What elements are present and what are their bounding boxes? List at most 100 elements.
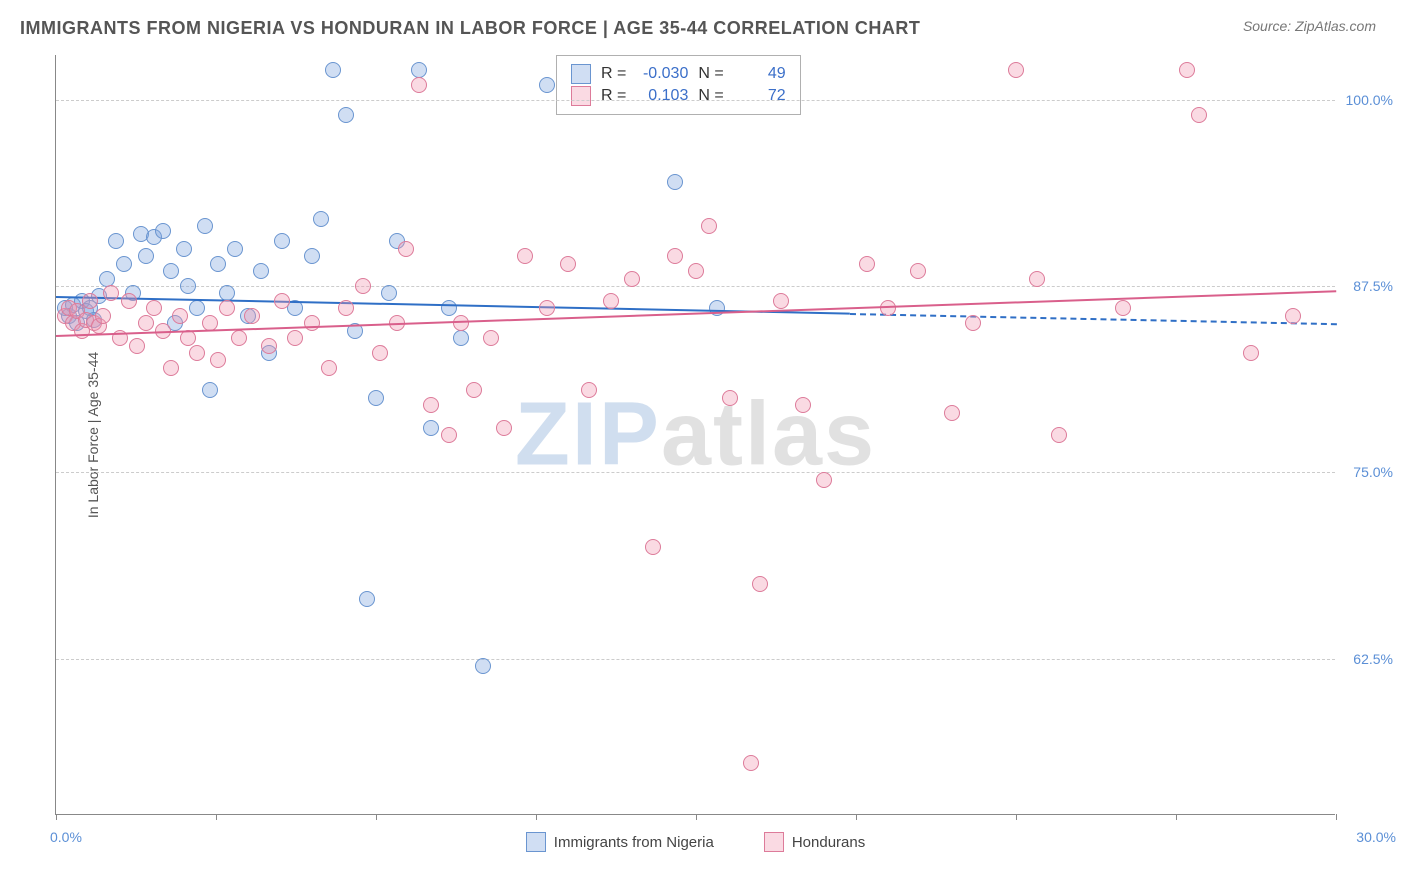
- scatter-point: [1179, 62, 1195, 78]
- scatter-point: [287, 330, 303, 346]
- scatter-point: [441, 300, 457, 316]
- scatter-point: [180, 278, 196, 294]
- y-tick-label: 87.5%: [1353, 278, 1393, 294]
- legend-item-series1: Immigrants from Nigeria: [526, 832, 714, 852]
- scatter-point: [116, 256, 132, 272]
- scatter-point: [1115, 300, 1131, 316]
- stat-r-label: R =: [601, 87, 626, 105]
- scatter-point: [381, 285, 397, 301]
- scatter-point: [274, 233, 290, 249]
- x-tick: [56, 814, 57, 820]
- stat-n-value-2: 72: [734, 87, 786, 105]
- scatter-point: [138, 248, 154, 264]
- x-axis-min-label: 0.0%: [50, 829, 82, 845]
- scatter-point: [816, 472, 832, 488]
- chart-title: IMMIGRANTS FROM NIGERIA VS HONDURAN IN L…: [20, 18, 920, 39]
- scatter-point: [146, 300, 162, 316]
- scatter-point: [121, 293, 137, 309]
- x-tick: [536, 814, 537, 820]
- scatter-point: [483, 330, 499, 346]
- scatter-point: [411, 77, 427, 93]
- x-tick: [856, 814, 857, 820]
- scatter-point: [163, 263, 179, 279]
- scatter-point: [743, 755, 759, 771]
- x-tick: [696, 814, 697, 820]
- scatter-point: [1051, 427, 1067, 443]
- scatter-point: [423, 420, 439, 436]
- scatter-point: [338, 107, 354, 123]
- scatter-point: [411, 62, 427, 78]
- scatter-point: [466, 382, 482, 398]
- scatter-point: [539, 77, 555, 93]
- x-axis-max-label: 30.0%: [1356, 829, 1396, 845]
- stat-r-value-2: 0.103: [636, 87, 688, 105]
- stat-n-value-1: 49: [734, 65, 786, 83]
- scatter-point: [701, 218, 717, 234]
- scatter-point: [189, 300, 205, 316]
- scatter-point: [880, 300, 896, 316]
- scatter-point: [304, 315, 320, 331]
- x-tick: [1016, 814, 1017, 820]
- scatter-point: [108, 233, 124, 249]
- scatter-point: [172, 308, 188, 324]
- trend-line: [850, 313, 1336, 325]
- scatter-point: [965, 315, 981, 331]
- scatter-point: [752, 576, 768, 592]
- scatter-point: [210, 352, 226, 368]
- scatter-point: [227, 241, 243, 257]
- scatter-point: [1243, 345, 1259, 361]
- scatter-point: [453, 330, 469, 346]
- scatter-point: [261, 338, 277, 354]
- gridline: [56, 100, 1335, 101]
- x-tick: [1336, 814, 1337, 820]
- legend-label-series2: Hondurans: [792, 834, 865, 851]
- scatter-point: [475, 658, 491, 674]
- scatter-point: [189, 345, 205, 361]
- scatter-point: [1285, 308, 1301, 324]
- scatter-point: [560, 256, 576, 272]
- scatter-point: [688, 263, 704, 279]
- bottom-legend: Immigrants from Nigeria Hondurans: [56, 832, 1335, 852]
- scatter-point: [321, 360, 337, 376]
- scatter-point: [313, 211, 329, 227]
- stat-r-value-1: -0.030: [636, 65, 688, 83]
- scatter-point: [274, 293, 290, 309]
- scatter-point: [338, 300, 354, 316]
- scatter-point: [722, 390, 738, 406]
- scatter-point: [667, 174, 683, 190]
- watermark-atlas: atlas: [661, 384, 876, 484]
- scatter-point: [441, 427, 457, 443]
- scatter-point: [859, 256, 875, 272]
- swatch-series2: [571, 86, 591, 106]
- watermark-zip: ZIP: [515, 384, 661, 484]
- stats-row-series1: R = -0.030 N = 49: [571, 64, 786, 84]
- stat-n-label: N =: [698, 87, 723, 105]
- scatter-point: [1029, 271, 1045, 287]
- stats-row-series2: R = 0.103 N = 72: [571, 86, 786, 106]
- scatter-point: [355, 278, 371, 294]
- scatter-point: [359, 591, 375, 607]
- legend-label-series1: Immigrants from Nigeria: [554, 834, 714, 851]
- scatter-point: [1008, 62, 1024, 78]
- chart-source: Source: ZipAtlas.com: [1243, 18, 1376, 34]
- plot-area: ZIPatlas R = -0.030 N = 49 R = 0.103 N =…: [55, 55, 1335, 815]
- legend-swatch-series1: [526, 832, 546, 852]
- scatter-point: [129, 338, 145, 354]
- scatter-point: [197, 218, 213, 234]
- scatter-point: [219, 300, 235, 316]
- scatter-point: [244, 308, 260, 324]
- scatter-point: [253, 263, 269, 279]
- scatter-point: [103, 285, 119, 301]
- scatter-point: [667, 248, 683, 264]
- x-tick: [1176, 814, 1177, 820]
- scatter-point: [910, 263, 926, 279]
- scatter-point: [423, 397, 439, 413]
- scatter-point: [325, 62, 341, 78]
- legend-item-series2: Hondurans: [764, 832, 865, 852]
- scatter-point: [795, 397, 811, 413]
- scatter-point: [202, 382, 218, 398]
- scatter-point: [645, 539, 661, 555]
- scatter-point: [155, 223, 171, 239]
- x-tick: [216, 814, 217, 820]
- x-tick: [376, 814, 377, 820]
